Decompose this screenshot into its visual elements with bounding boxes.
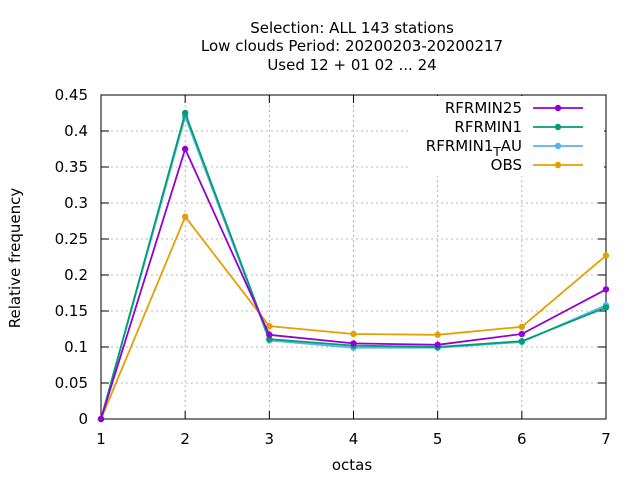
data-point bbox=[434, 331, 441, 338]
data-point bbox=[350, 340, 357, 347]
y-tick-label: 0.05 bbox=[55, 374, 88, 392]
legend-marker bbox=[554, 104, 562, 112]
legend-entry-label: OBS bbox=[491, 156, 522, 174]
x-tick-label: 7 bbox=[601, 430, 611, 448]
series-line bbox=[100, 215, 607, 420]
legend-entry-label: RFRMIN1TAU bbox=[426, 137, 522, 159]
data-point bbox=[181, 213, 189, 220]
legend-marker bbox=[554, 142, 562, 150]
chart-title-line-3: Used 12 + 01 02 ... 24 bbox=[267, 56, 436, 74]
data-point bbox=[518, 338, 526, 345]
data-point bbox=[602, 304, 610, 311]
data-point bbox=[434, 341, 441, 349]
y-tick-label: 0.15 bbox=[55, 302, 88, 320]
x-tick-label: 6 bbox=[517, 430, 527, 448]
data-point bbox=[602, 286, 610, 293]
x-tick-label: 4 bbox=[349, 430, 359, 448]
legend-marker bbox=[554, 161, 562, 169]
y-axis-label: Relative frequency bbox=[6, 188, 24, 329]
data-point bbox=[266, 331, 273, 338]
x-tick-label: 2 bbox=[180, 430, 190, 448]
chart-title-line-2: Low clouds Period: 20200203-20200217 bbox=[201, 37, 503, 55]
y-tick-label: 0.1 bbox=[64, 338, 88, 356]
data-point bbox=[518, 323, 526, 331]
y-tick-label: 0.35 bbox=[55, 158, 88, 176]
x-tick-label: 5 bbox=[433, 430, 443, 448]
data-point bbox=[97, 415, 105, 423]
data-point bbox=[602, 252, 610, 259]
data-point bbox=[266, 322, 273, 330]
chart-title: Selection: ALL 143 stations Low clouds P… bbox=[201, 19, 503, 74]
x-tick-label: 3 bbox=[265, 430, 275, 448]
data-point bbox=[181, 109, 189, 117]
y-tick-label: 0 bbox=[78, 410, 88, 428]
y-tick-label: 0.25 bbox=[55, 230, 88, 248]
series-group bbox=[97, 109, 610, 423]
data-point bbox=[181, 145, 189, 153]
chart-title-line-1: Selection: ALL 143 stations bbox=[250, 19, 454, 37]
y-tick-label: 0.3 bbox=[64, 194, 88, 212]
x-axis-label: octas bbox=[332, 456, 372, 474]
data-point bbox=[350, 330, 357, 338]
y-tick-label: 0.4 bbox=[64, 122, 88, 140]
legend-background bbox=[408, 96, 604, 176]
legend-marker bbox=[554, 123, 562, 131]
data-point bbox=[518, 330, 526, 338]
series-line bbox=[100, 148, 607, 420]
y-tick-label: 0.2 bbox=[64, 266, 88, 284]
x-tick-label: 1 bbox=[96, 430, 106, 448]
legend-entry-label: RFRMIN25 bbox=[445, 99, 522, 117]
y-tick-label: 0.45 bbox=[55, 86, 88, 104]
axes: 0 0.05 0.1 0.15 0.2 0.25 0.3 0.35 0.4 0.45 1 2 3 4 5 6 7 bbox=[55, 86, 611, 448]
legend-entry-label: RFRMIN1 bbox=[454, 118, 522, 136]
